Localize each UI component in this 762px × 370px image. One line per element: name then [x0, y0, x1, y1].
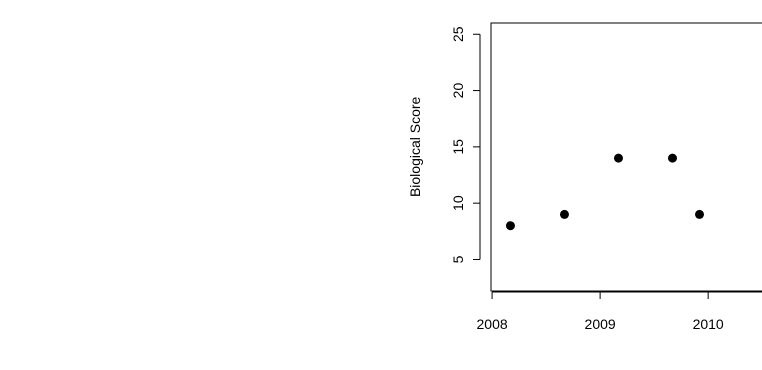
y-axis-title: Biological Score [407, 96, 423, 197]
data-point [613, 153, 623, 163]
y-tick-label: 15 [450, 139, 466, 155]
y-tick-label: 20 [450, 83, 466, 99]
data-point [667, 153, 677, 163]
plot-frame-group [490, 22, 762, 292]
data-point [505, 221, 515, 231]
data-point [695, 209, 705, 219]
y-tick-label: 25 [450, 26, 466, 42]
y-tick-label: 5 [450, 255, 466, 263]
data-point [559, 209, 569, 219]
axes-group: 5 10 15 20 25 2008 2009 2010 [450, 26, 762, 332]
plot-box [490, 22, 762, 292]
x-tick-label: 2008 [477, 316, 508, 332]
data-points-group [505, 153, 705, 231]
y-tick-label: 10 [450, 195, 466, 211]
x-tick-label: 2010 [693, 316, 724, 332]
x-tick-label: 2009 [585, 316, 616, 332]
